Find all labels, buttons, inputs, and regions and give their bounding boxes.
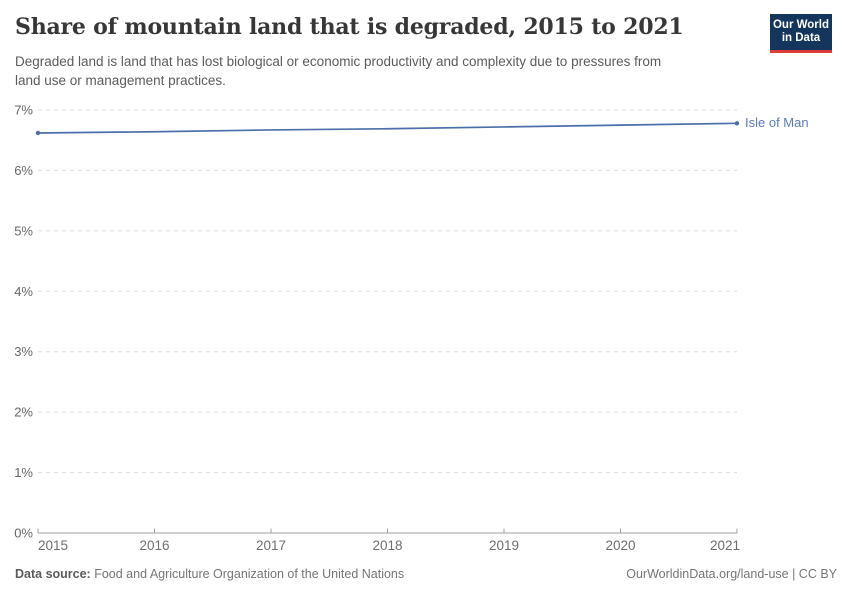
y-tick-label: 4% xyxy=(14,284,33,299)
data-source-text: Food and Agriculture Organization of the… xyxy=(94,567,405,581)
y-tick-label: 7% xyxy=(14,103,33,118)
license-note: OurWorldinData.org/land-use | CC BY xyxy=(626,567,837,581)
y-tick-label: 0% xyxy=(14,526,33,541)
data-source-note: Data source: Food and Agriculture Organi… xyxy=(15,567,404,581)
chart-title: Share of mountain land that is degraded,… xyxy=(15,14,684,40)
chart-subtitle: Degraded land is land that has lost biol… xyxy=(15,52,755,90)
x-tick-label: 2019 xyxy=(489,538,519,553)
x-tick-label: 2016 xyxy=(139,538,169,553)
chart-subtitle-line2: land use or management practices. xyxy=(15,73,226,88)
x-tick-label: 2018 xyxy=(372,538,402,553)
data-source-label: Data source: xyxy=(15,567,91,581)
y-tick-label: 6% xyxy=(14,163,33,178)
x-tick-label: 2017 xyxy=(256,538,286,553)
y-tick-label: 2% xyxy=(14,405,33,420)
x-tick-label: 2021 xyxy=(710,538,740,553)
y-tick-label: 1% xyxy=(14,465,33,480)
data-point-last[interactable] xyxy=(734,121,740,126)
owid-logo-line2: in Data xyxy=(781,32,821,44)
chart-footer: Data source: Food and Agriculture Organi… xyxy=(15,567,837,581)
data-line-isle-of-man[interactable] xyxy=(37,122,738,134)
owid-url-link[interactable]: OurWorldinData.org/land-use | CC BY xyxy=(626,567,837,581)
owid-logo[interactable]: Our World in Data xyxy=(770,14,832,53)
owid-logo-line1: Our World xyxy=(772,18,829,31)
y-tick-label: 5% xyxy=(14,223,33,238)
x-tick-label: 2015 xyxy=(38,538,68,553)
y-tick-label: 3% xyxy=(14,344,33,359)
x-tick-label: 2020 xyxy=(605,538,635,553)
series-entity-label[interactable]: Isle of Man xyxy=(745,115,809,131)
chart-subtitle-line1: Degraded land is land that has lost biol… xyxy=(15,54,662,69)
data-point-first[interactable] xyxy=(35,130,41,136)
